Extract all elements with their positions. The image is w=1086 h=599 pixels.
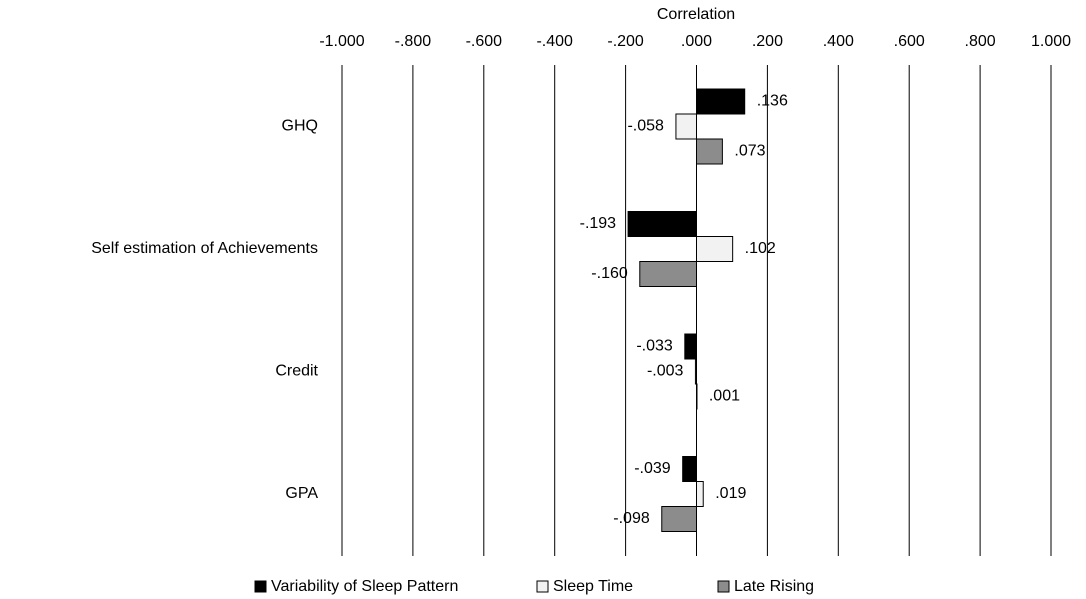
legend-swatch xyxy=(254,580,267,593)
x-tick-label: -.600 xyxy=(466,33,503,50)
x-tick-label: .200 xyxy=(752,33,783,50)
x-tick-label: -1.000 xyxy=(319,33,364,50)
value-label: .001 xyxy=(709,388,740,405)
x-tick-label: .800 xyxy=(965,33,996,50)
value-label: -.193 xyxy=(580,215,617,232)
value-label: -.039 xyxy=(634,460,671,477)
legend-label: Variability of Sleep Pattern xyxy=(271,578,458,595)
x-tick-label: -.800 xyxy=(395,33,432,50)
value-label: -.033 xyxy=(636,338,673,355)
value-label: -.160 xyxy=(591,265,628,282)
bar xyxy=(696,383,698,410)
bar xyxy=(675,113,698,140)
bar xyxy=(696,88,746,115)
value-label: .019 xyxy=(715,485,746,502)
x-tick-label: 1.000 xyxy=(1031,33,1071,50)
y-tick-label: Self estimation of Achievements xyxy=(91,240,318,257)
value-label: -.098 xyxy=(613,510,650,527)
value-label: -.003 xyxy=(647,363,684,380)
value-label: -.058 xyxy=(627,118,664,135)
x-tick-label: .600 xyxy=(894,33,925,50)
axis-title: Correlation xyxy=(657,6,735,23)
legend-swatch xyxy=(717,580,730,593)
bar xyxy=(661,506,697,532)
bar xyxy=(682,456,697,482)
value-label: .136 xyxy=(757,93,788,110)
x-tick-label: .400 xyxy=(823,33,854,50)
bar xyxy=(694,358,698,385)
bar xyxy=(639,261,698,287)
value-label: .102 xyxy=(745,240,776,257)
x-tick-label: -.200 xyxy=(607,33,644,50)
bar xyxy=(696,481,704,507)
bar xyxy=(696,236,734,262)
y-tick-label: GHQ xyxy=(282,118,318,135)
legend-swatch xyxy=(536,580,549,593)
bar xyxy=(696,138,723,165)
legend-label: Late Rising xyxy=(734,578,814,595)
x-tick-label: -.400 xyxy=(536,33,573,50)
value-label: .073 xyxy=(734,143,765,160)
bar xyxy=(627,211,697,237)
y-tick-label: Credit xyxy=(275,363,318,380)
y-tick-label: GPA xyxy=(285,485,318,502)
legend-label: Sleep Time xyxy=(553,578,633,595)
bar xyxy=(684,333,698,360)
x-tick-label: .000 xyxy=(681,33,712,50)
